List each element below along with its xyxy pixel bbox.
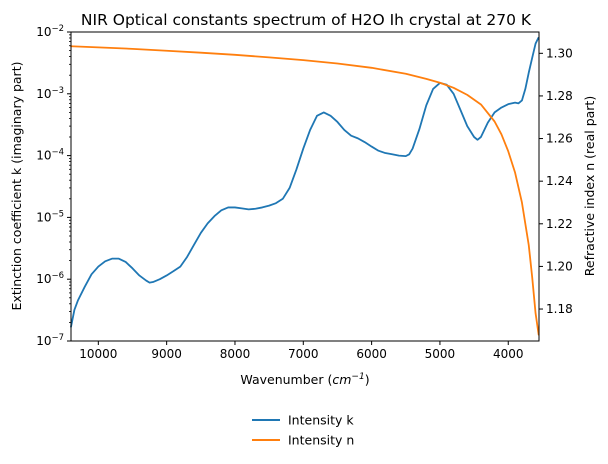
- x-tick-label: 6000: [356, 347, 387, 361]
- x-tick-label: 4000: [493, 347, 524, 361]
- series-line-k: [70, 37, 540, 328]
- x-axis: 10000 9000 8000 7000 6000 5000 4000: [79, 341, 524, 361]
- legend: Intensity k Intensity n: [252, 413, 354, 448]
- y-left-tick-label: 10−7: [36, 333, 64, 348]
- y-right-tick-label: 1.26: [546, 132, 573, 146]
- legend-label-k: Intensity k: [288, 413, 354, 428]
- x-tick-label: 7000: [288, 347, 319, 361]
- y-right-tick-label: 1.28: [546, 89, 573, 103]
- x-tick-label: 8000: [220, 347, 251, 361]
- y-right-tick-label: 1.30: [546, 46, 573, 60]
- series-line-n: [70, 45, 540, 336]
- y-axis-left: 10−7 10−6 10−5 10−4 10−3 10−2: [36, 24, 71, 348]
- plot-frame: [70, 31, 540, 342]
- y-left-tick-label: 10−6: [36, 271, 64, 286]
- plot-series: [70, 37, 540, 336]
- y-left-tick-label: 10−2: [36, 24, 64, 39]
- y-right-tick-label: 1.20: [546, 259, 573, 273]
- y-left-tick-label: 10−5: [36, 209, 64, 224]
- y-left-tick-label: 10−4: [36, 148, 64, 163]
- y-axis-left-label: Extinction coefficient k (imaginary part…: [9, 62, 24, 311]
- y-axis-right: 1.18 1.20 1.22 1.24 1.26 1.28 1.30: [539, 46, 573, 316]
- y-left-tick-label: 10−3: [36, 86, 64, 101]
- y-axis-right-label: Refractive index n (real part): [582, 96, 597, 276]
- legend-label-n: Intensity n: [288, 433, 354, 448]
- chart-title: NIR Optical constants spectrum of H2O Ih…: [81, 11, 532, 29]
- y-right-tick-label: 1.18: [546, 302, 573, 316]
- x-tick-label: 5000: [425, 347, 456, 361]
- x-axis-label: Wavenumber (cm−1): [240, 372, 369, 387]
- y-right-tick-label: 1.22: [546, 217, 573, 231]
- y-right-tick-label: 1.24: [546, 174, 573, 188]
- x-tick-label: 9000: [151, 347, 182, 361]
- x-tick-label: 10000: [79, 347, 117, 361]
